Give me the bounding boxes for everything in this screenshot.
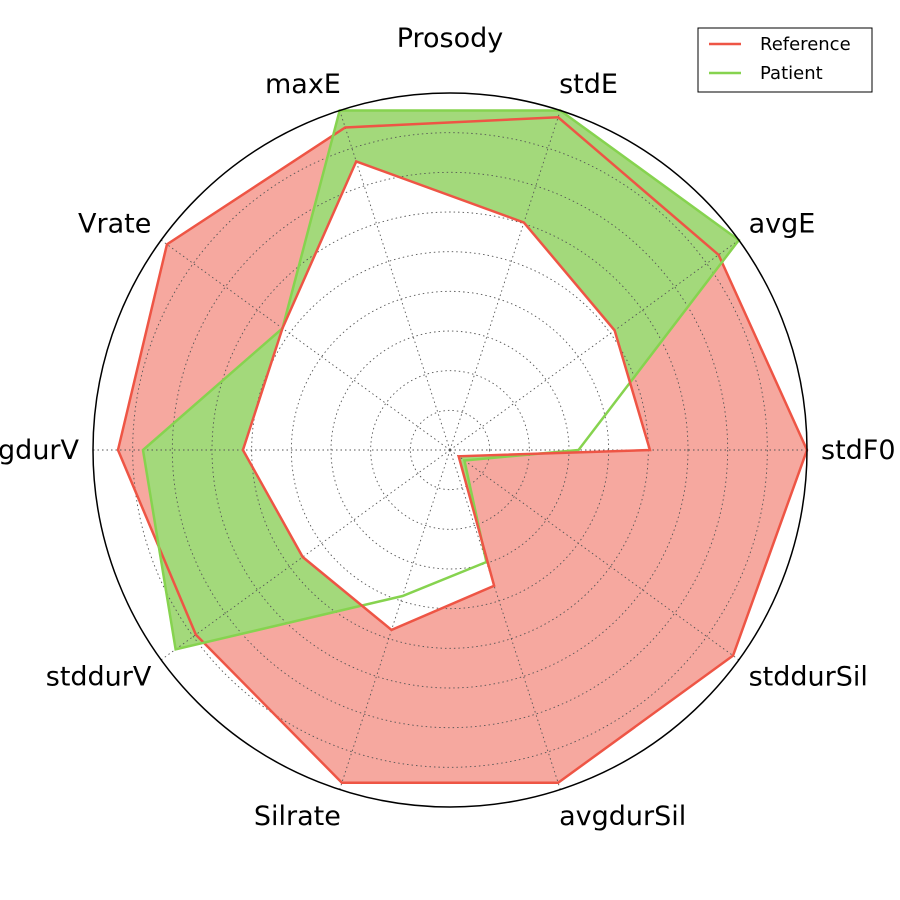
legend-label-reference: Reference	[760, 34, 851, 55]
series-line-2	[241, 159, 652, 632]
grid-circle	[132, 132, 768, 768]
grid-spoke	[449, 449, 561, 790]
grid-spoke	[449, 110, 561, 451]
grid-spoke	[160, 239, 451, 451]
grid-circle	[409, 409, 491, 491]
legend-label-patient: Patient	[760, 63, 823, 84]
axis-label-stdE: stdE	[559, 69, 618, 100]
chart-title: Prosody	[397, 23, 504, 54]
legend: Reference Patient	[697, 27, 873, 93]
axis-label-avgdurV: avgdurV	[0, 435, 80, 466]
axis-label-maxE: maxE	[265, 69, 341, 100]
grid-spoke	[160, 449, 451, 661]
axis-label-stdF0: stdF0	[821, 435, 896, 466]
grid-spoke	[339, 449, 451, 790]
outer-frame	[92, 92, 808, 808]
grid-circle	[171, 171, 729, 729]
grid-spoke	[449, 239, 740, 451]
grid-spoke	[449, 449, 740, 661]
series-line-0	[116, 115, 809, 784]
series-lines	[116, 109, 809, 784]
axis-label-stddurV: stddurV	[46, 661, 152, 692]
legend-box	[697, 27, 873, 93]
series-fills	[117, 110, 808, 783]
axis-label-avgdurSil: avgdurSil	[559, 801, 686, 832]
series-fill-2	[242, 161, 650, 630]
axis-label-Silrate: Silrate	[254, 801, 341, 832]
axis-label-Vrate: Vrate	[78, 209, 151, 240]
grid-circle	[211, 211, 689, 689]
grid-spoke	[339, 110, 451, 451]
axis-label-avgE: avgE	[749, 209, 816, 240]
axis-label-stddurSil: stddurSil	[749, 661, 868, 692]
axis-labels: stdF0 avgE stdE maxE Vrate avgdurV stddurV Silr…	[0, 69, 896, 832]
grid-circle	[370, 370, 530, 530]
